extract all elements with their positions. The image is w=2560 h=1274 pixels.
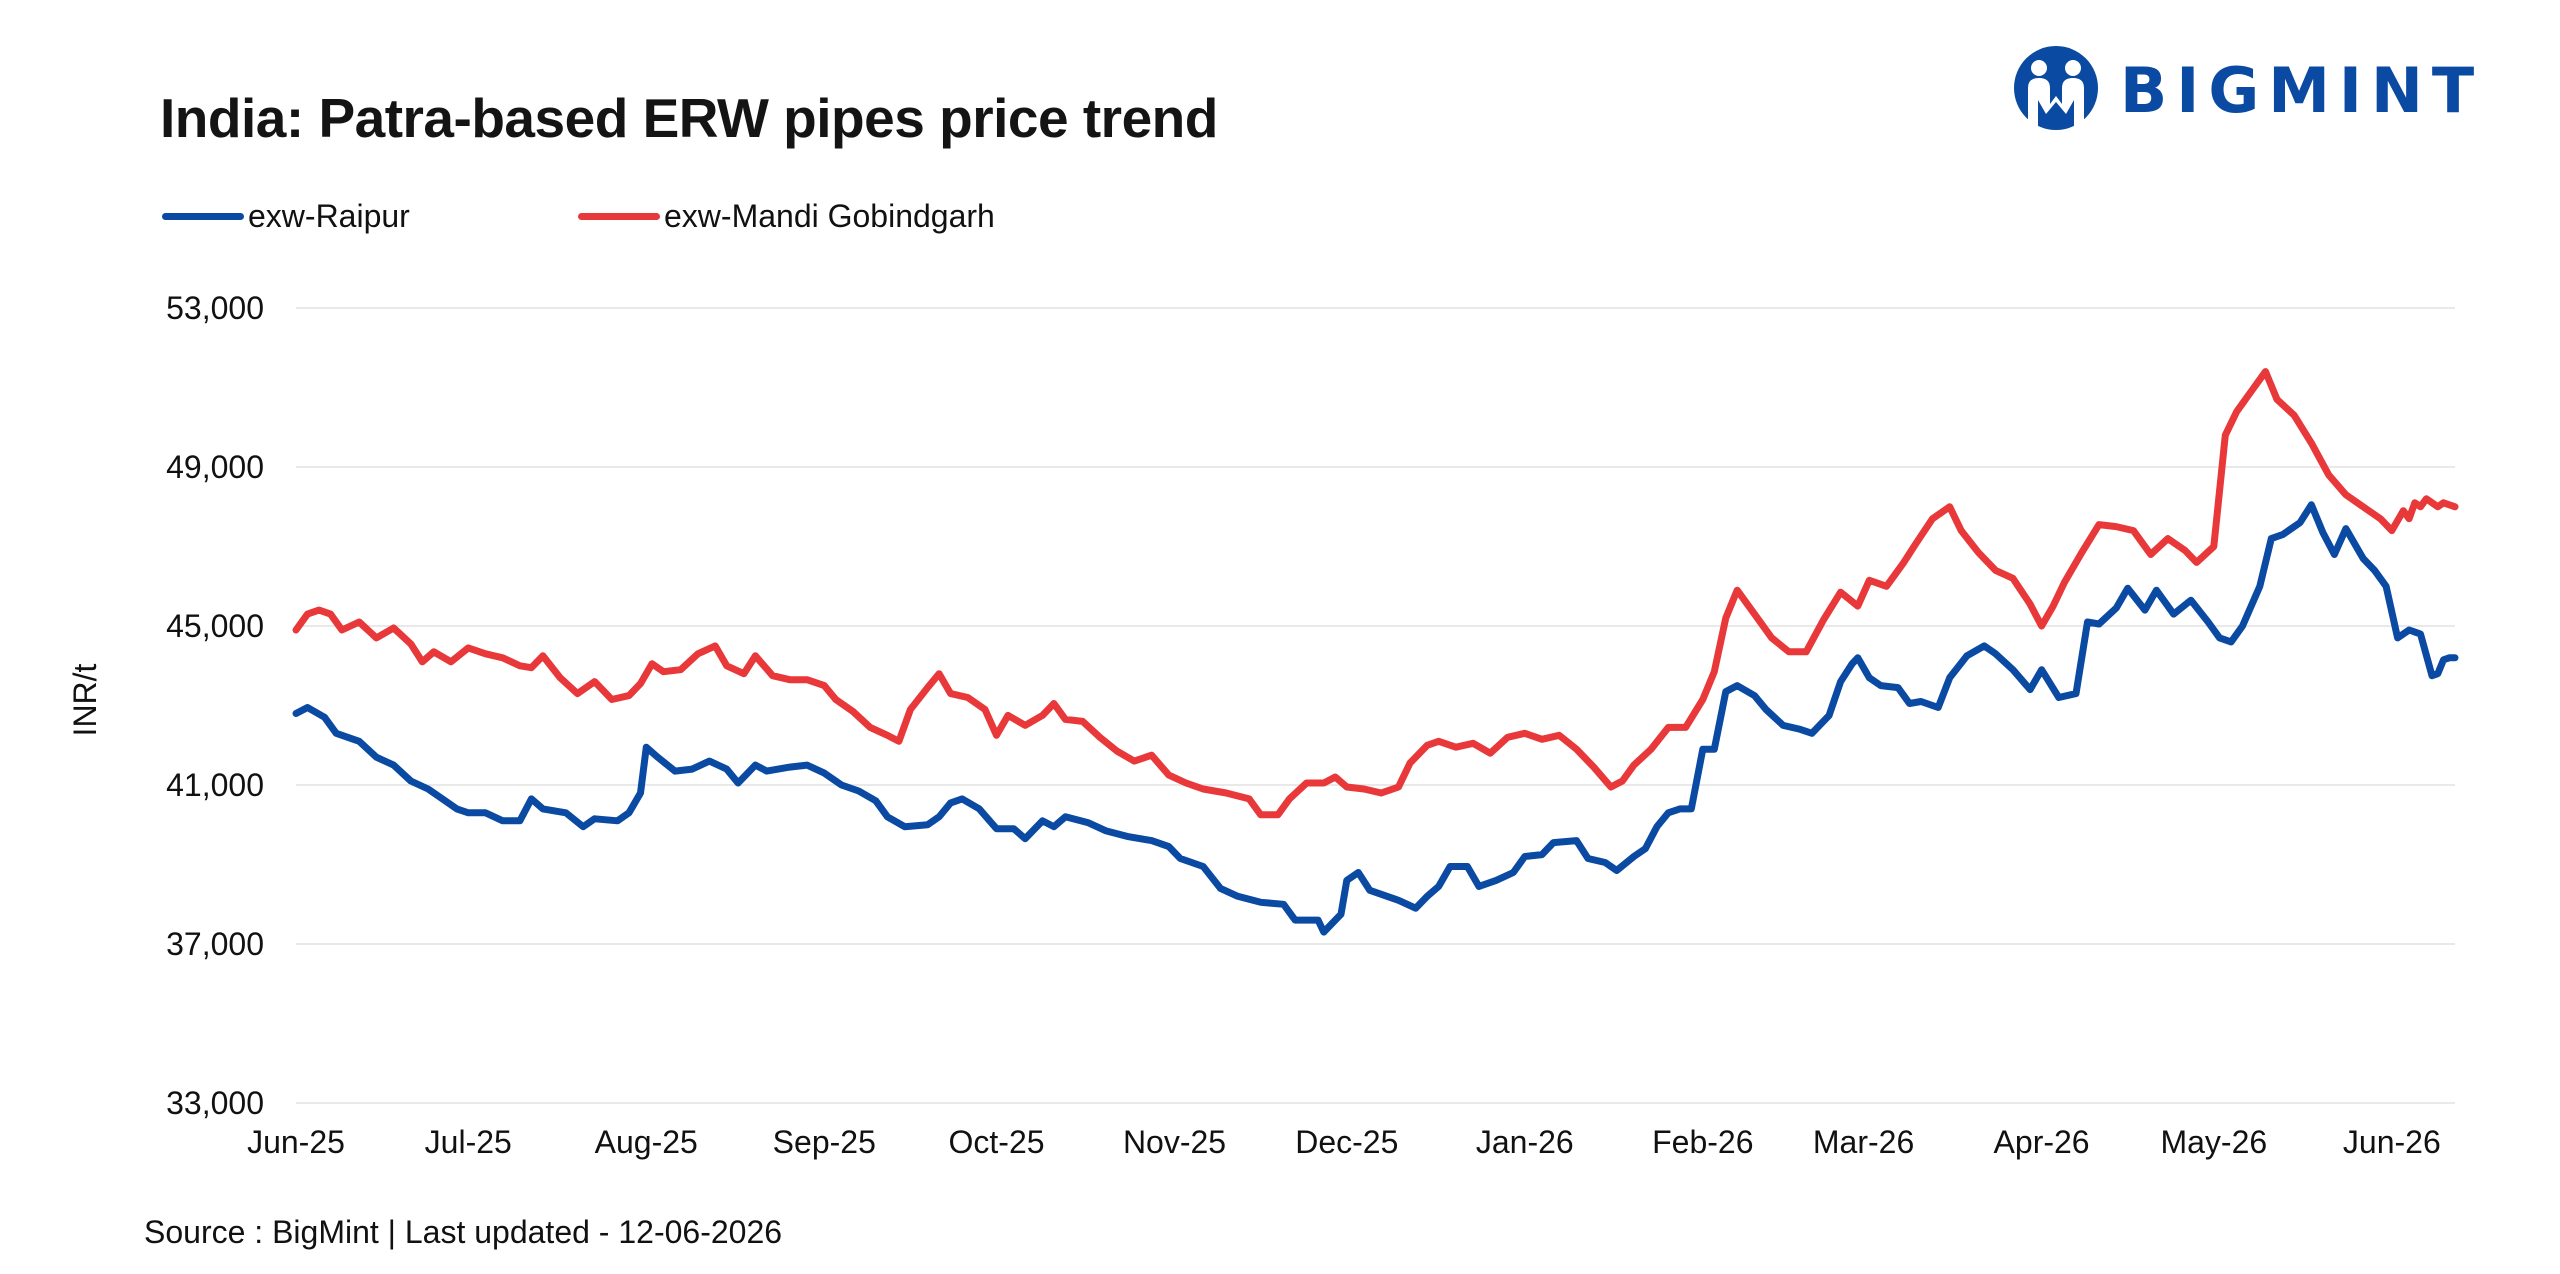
x-tick-label: Apr-26 xyxy=(1994,1124,2090,1160)
y-tick-label: 53,000 xyxy=(166,290,264,326)
x-tick-label: Jan-26 xyxy=(1476,1124,1574,1160)
source-footnote: Source : BigMint | Last updated - 12-06-… xyxy=(144,1214,783,1250)
brand-logo: BIGMINT xyxy=(2010,44,2474,134)
legend-label-raipur: exw-Raipur xyxy=(248,198,410,234)
x-tick-label: Dec-25 xyxy=(1295,1124,1398,1160)
legend-swatch-mandi-gobindgarh xyxy=(578,213,660,220)
y-tick-label: 37,000 xyxy=(166,926,264,962)
x-tick-label: Oct-25 xyxy=(949,1124,1045,1160)
x-tick-label: Jun-25 xyxy=(247,1124,345,1160)
y-tick-label: 41,000 xyxy=(166,767,264,803)
legend-label-mandi-gobindgarh: exw-Mandi Gobindgarh xyxy=(664,198,995,234)
x-tick-label: Mar-26 xyxy=(1813,1124,1914,1160)
x-tick-label: Jun-26 xyxy=(2343,1124,2441,1160)
y-tick-label: 45,000 xyxy=(166,608,264,644)
chart-title: India: Patra-based ERW pipes price trend xyxy=(160,87,1218,149)
chart-series xyxy=(292,368,2459,936)
brand-name: BIGMINT xyxy=(2120,54,2484,127)
y-tick-label: 49,000 xyxy=(166,449,264,485)
x-tick-label: May-26 xyxy=(2160,1124,2267,1160)
x-tick-label: Sep-25 xyxy=(773,1124,876,1160)
y-tick-label: 33,000 xyxy=(166,1085,264,1121)
series-line-exw-raipur xyxy=(292,501,2459,936)
series-line-exw-mandi-gobindgarh xyxy=(292,368,2459,819)
x-axis-ticks: Jun-25 Jul-25 Aug-25 Sep-25 Oct-25 Nov-25 Dec-… xyxy=(247,1124,2441,1160)
legend-swatch-raipur xyxy=(162,213,244,220)
y-axis-title: INR/t xyxy=(67,663,103,736)
x-tick-label: Aug-25 xyxy=(595,1124,698,1160)
y-axis-ticks: 33,000 37,000 41,000 45,000 49,000 53,000 xyxy=(166,290,264,1121)
x-tick-label: Jul-25 xyxy=(425,1124,512,1160)
x-tick-label: Feb-26 xyxy=(1652,1124,1753,1160)
bigmint-logo-icon xyxy=(2014,46,2098,130)
x-tick-label: Nov-25 xyxy=(1123,1124,1226,1160)
chart-gridlines xyxy=(296,307,2455,1104)
